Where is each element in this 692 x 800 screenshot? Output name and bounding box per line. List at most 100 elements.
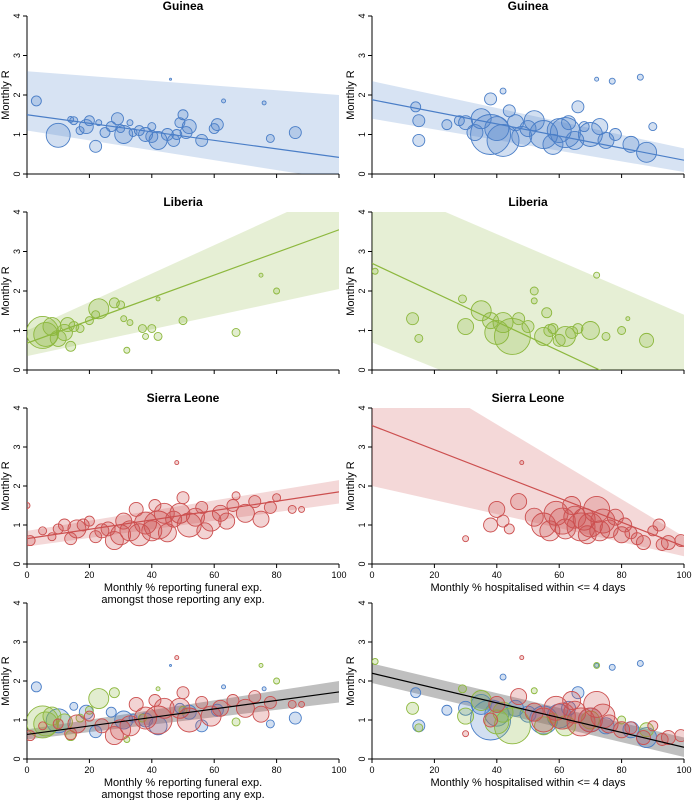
data-point — [273, 287, 281, 295]
panel-title: Sierra Leone — [147, 391, 220, 405]
data-point — [105, 706, 117, 718]
x-tick-label: 40 — [492, 765, 502, 775]
panel-liberia-funeral: Liberia 0 1 2 3 4 Monthly R — [0, 195, 340, 374]
regression-line — [27, 114, 339, 159]
data-point — [75, 324, 85, 333]
data-point — [49, 329, 67, 347]
data-point — [571, 686, 585, 700]
x-axis-label-line2: amongst those reporting any exp. — [101, 594, 264, 606]
y-axis-label: Monthly R — [0, 656, 12, 706]
plot-area — [27, 71, 339, 174]
data-point — [235, 503, 255, 523]
data-point — [548, 702, 576, 730]
y-tick-label: 2 — [12, 678, 22, 683]
data-point — [155, 296, 161, 302]
x-tick-label: 100 — [676, 570, 691, 580]
data-point — [462, 535, 470, 543]
confidence-band — [372, 408, 684, 557]
data-point — [60, 317, 76, 333]
data-point — [441, 704, 453, 716]
y-tick-label: 0 — [12, 367, 22, 372]
data-point — [261, 100, 267, 106]
x-tick-label: 60 — [209, 765, 219, 775]
panel-pooled-hosp: 0 1 2 3 4 Monthly R 0 20 40 60 80 100 Monthly % hosp… — [345, 600, 692, 789]
data-point — [252, 510, 270, 528]
x-axis-label: Monthly % reporting funeral exp. — [104, 582, 262, 594]
data-point — [519, 460, 525, 466]
data-point — [510, 493, 528, 511]
regression-line — [372, 424, 684, 548]
data-point — [88, 688, 110, 709]
panel-guinea-hosp: Guinea 0 1 2 3 4 Monthly R — [345, 0, 685, 178]
data-point — [174, 655, 180, 661]
data-point — [622, 135, 640, 153]
data-point — [104, 531, 124, 551]
y-tick-label: 2 — [357, 288, 367, 293]
y-axis-label: Monthly R — [345, 70, 357, 120]
y-tick-label: 2 — [12, 288, 22, 293]
data-point — [608, 663, 616, 671]
y-tick-label: 2 — [357, 678, 367, 683]
data-point — [258, 272, 264, 278]
data-point — [38, 526, 48, 536]
data-point — [89, 725, 103, 739]
panel-title: Guinea — [163, 0, 204, 13]
data-point — [591, 118, 609, 136]
y-tick-label: 1 — [12, 132, 22, 137]
data-point — [169, 663, 172, 667]
data-point — [104, 726, 124, 746]
data-point — [565, 326, 579, 339]
y-tick-label: 4 — [12, 13, 22, 18]
y-tick-label: 2 — [357, 92, 367, 97]
plot-area — [372, 655, 684, 758]
y-tick-label: 1 — [357, 522, 367, 527]
y-tick-label: 0 — [12, 756, 22, 761]
data-point — [57, 518, 71, 532]
data-point — [484, 701, 510, 727]
data-point — [488, 500, 506, 518]
x-tick-label: 20 — [84, 765, 94, 775]
y-tick-label: 3 — [357, 53, 367, 58]
y-tick-label: 2 — [12, 483, 22, 488]
data-point — [265, 133, 275, 143]
data-point — [590, 508, 616, 534]
data-point — [519, 655, 525, 661]
data-point — [287, 504, 297, 514]
y-tick-label: 0 — [12, 561, 22, 566]
data-point — [639, 722, 655, 738]
regression-line — [27, 691, 339, 736]
panel-liberia-hosp: Liberia 0 1 2 3 4 Monthly R — [345, 195, 685, 374]
data-point — [496, 514, 510, 528]
data-point — [562, 691, 582, 710]
data-point — [288, 126, 302, 139]
y-axis-label: Monthly R — [345, 461, 357, 511]
data-point — [153, 697, 175, 719]
data-point — [147, 122, 157, 132]
data-point — [549, 117, 581, 148]
x-axis-label: Monthly % hospitalised within <= 4 days — [430, 582, 626, 594]
data-point — [123, 346, 131, 354]
x-axis-label-line2: amongst those reporting any exp. — [101, 789, 264, 800]
data-point — [484, 320, 510, 345]
data-point — [52, 718, 64, 730]
y-tick-label: 1 — [357, 132, 367, 137]
data-point — [195, 501, 209, 514]
data-point — [67, 519, 87, 539]
y-axis-label: Monthly R — [0, 70, 12, 120]
data-point — [218, 512, 236, 530]
data-point — [120, 315, 128, 323]
confidence-band — [372, 212, 684, 370]
data-point — [181, 119, 197, 135]
regression-line — [372, 262, 602, 370]
y-tick-label: 1 — [357, 717, 367, 722]
data-point — [83, 515, 95, 527]
data-point — [512, 312, 526, 326]
data-point — [457, 707, 475, 725]
x-tick-label: 80 — [272, 765, 282, 775]
data-point — [128, 501, 144, 517]
data-point — [178, 316, 188, 326]
panel-pooled-funeral: 0 1 2 3 4 Monthly R 0 20 40 60 80 100 Monthly % repo… — [0, 600, 347, 800]
data-point — [594, 76, 600, 82]
data-point — [636, 73, 644, 81]
data-point — [510, 688, 528, 706]
